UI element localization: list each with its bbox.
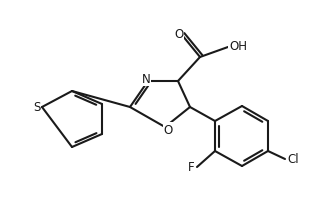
Text: OH: OH: [229, 39, 247, 52]
Text: S: S: [33, 101, 41, 114]
Text: O: O: [163, 123, 173, 136]
Text: F: F: [188, 161, 194, 174]
Text: N: N: [142, 73, 150, 86]
Text: Cl: Cl: [287, 153, 299, 166]
Text: O: O: [174, 27, 184, 40]
